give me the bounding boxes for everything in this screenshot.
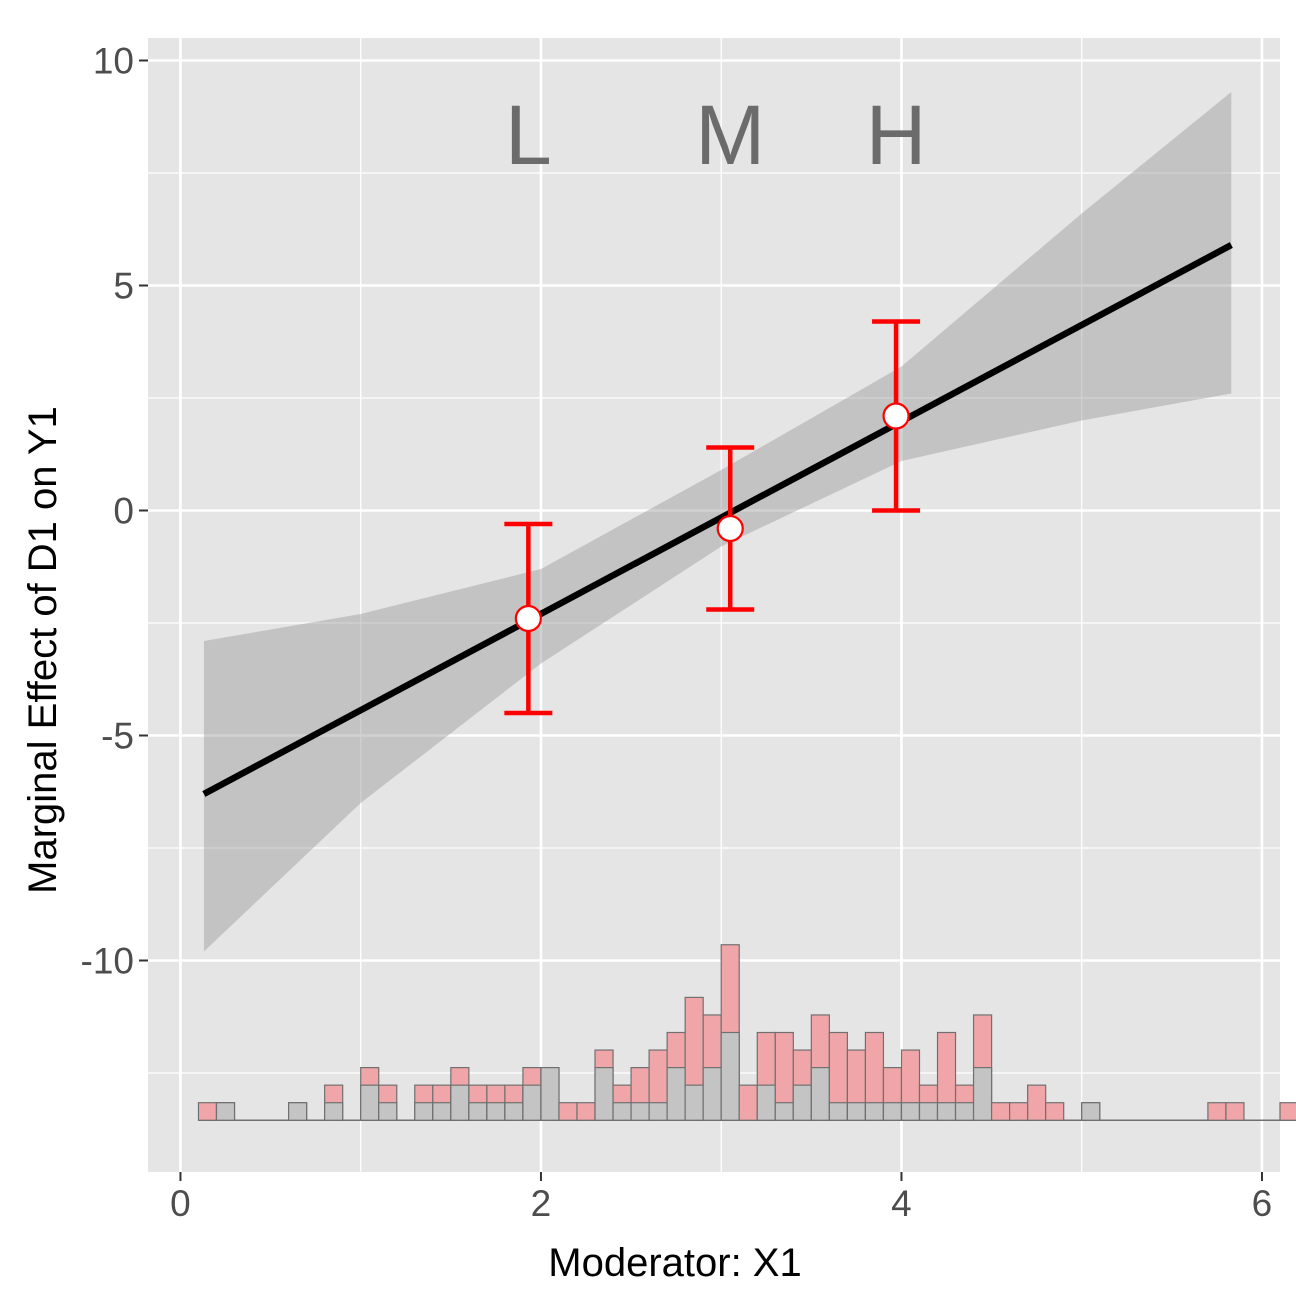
- histogram-bar-control: [774, 1102, 794, 1121]
- histogram-bar-control: [378, 1102, 398, 1121]
- binned-estimate-point: [514, 604, 542, 633]
- histogram-bar-control: [882, 1102, 903, 1121]
- histogram-bar-treated: [1225, 1102, 1245, 1121]
- y-tick-label: 5: [113, 266, 134, 307]
- histogram-bar-control: [504, 1102, 524, 1121]
- histogram-bar-treated: [1279, 1102, 1296, 1121]
- histogram-bar-control: [522, 1084, 542, 1121]
- histogram-bar-control: [414, 1102, 434, 1121]
- histogram-bar-treated: [1009, 1102, 1029, 1121]
- x-tick-label: 6: [1252, 1183, 1273, 1224]
- x-tick-label: 4: [891, 1183, 912, 1224]
- x-tick-label: 0: [170, 1183, 191, 1224]
- binned-estimate-point: [882, 402, 910, 430]
- y-tick-label: 0: [113, 491, 134, 532]
- histogram-bar-control: [324, 1102, 344, 1121]
- histogram-bar-control: [1081, 1102, 1101, 1121]
- y-tick-label: 10: [93, 41, 134, 82]
- histogram-bar-control: [792, 1084, 812, 1121]
- x-axis-title: Moderator: X1: [548, 1241, 801, 1285]
- histogram-bar-treated: [990, 1102, 1011, 1121]
- histogram: [197, 944, 1296, 1121]
- histogram-bar-control: [486, 1102, 506, 1121]
- histogram-bar-control: [936, 1102, 957, 1121]
- histogram-bar-control: [666, 1066, 686, 1121]
- histogram-bar-treated: [738, 1084, 758, 1121]
- histogram-bar-control: [432, 1102, 452, 1121]
- histogram-bar-control: [720, 1031, 740, 1121]
- histogram-bar-control: [450, 1084, 470, 1121]
- histogram-bar-treated: [1027, 1084, 1047, 1121]
- histogram-bar-control: [648, 1102, 668, 1121]
- histogram-bar-control: [540, 1066, 560, 1121]
- histogram-bar-control: [594, 1066, 614, 1121]
- histogram-bar-control: [287, 1102, 308, 1121]
- minor-gridlines: [148, 38, 1280, 1172]
- x-tick-label: 2: [531, 1183, 552, 1224]
- bin-label: M: [695, 88, 765, 182]
- bin-label: H: [866, 88, 927, 182]
- major-gridlines: [148, 38, 1280, 1172]
- histogram-bar-control: [828, 1102, 848, 1121]
- histogram-bar-control: [612, 1102, 632, 1121]
- histogram-bar-treated: [197, 1102, 218, 1121]
- histogram-bar-control: [630, 1102, 650, 1121]
- estimate-line-layer: [202, 242, 1233, 797]
- histogram-bar-treated: [558, 1102, 578, 1121]
- histogram-bar-control: [954, 1102, 975, 1121]
- marginal-effect-line: [202, 242, 1233, 797]
- plot-panel: [148, 38, 1280, 1172]
- y-tick-label: -10: [81, 941, 134, 982]
- axes: 0 2 4 6 -10 -5 0 5 10: [81, 41, 1273, 1225]
- histogram-bar-control: [810, 1066, 830, 1121]
- y-axis-title: Marginal Effect of D1 on Y1: [21, 406, 65, 894]
- histogram-bar-treated: [576, 1102, 596, 1121]
- histogram-bar-control: [468, 1102, 488, 1121]
- histogram-bar-control: [900, 1102, 921, 1121]
- histogram-bar-control: [215, 1102, 236, 1121]
- histogram-bar-control: [918, 1102, 939, 1121]
- bin-label: L: [505, 88, 552, 182]
- histogram-bar-control: [864, 1102, 885, 1121]
- histogram-bar-control: [972, 1066, 993, 1121]
- histogram-bar-control: [702, 1066, 722, 1121]
- histogram-bar-treated: [1207, 1102, 1227, 1121]
- histogram-bar-control: [684, 1084, 704, 1121]
- histogram-bar-treated: [1045, 1102, 1065, 1121]
- histogram-bar-control: [756, 1084, 776, 1121]
- histogram-bar-control: [846, 1102, 867, 1121]
- histogram-bar-control: [360, 1084, 380, 1121]
- y-tick-label: -5: [101, 716, 134, 757]
- binned-estimate-point: [716, 514, 744, 543]
